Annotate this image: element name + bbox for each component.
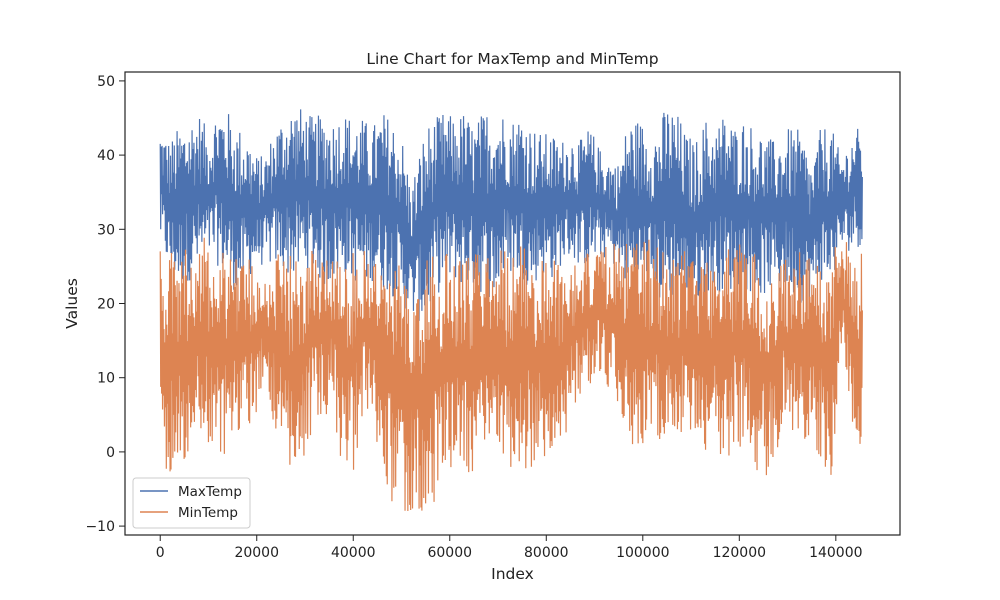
series-line-maxtemp bbox=[159, 109, 863, 321]
legend: MaxTemp MinTemp bbox=[132, 477, 251, 529]
series-line-mintemp bbox=[159, 237, 863, 512]
plot-area bbox=[124, 71, 901, 536]
x-tick-label: 120000 bbox=[713, 545, 766, 561]
x-axis-ticks: 0 20000 40000 60000 80000 100000 120000 140000 bbox=[156, 535, 863, 561]
x-tick-label: 100000 bbox=[616, 545, 669, 561]
y-tick-label: 30 bbox=[97, 222, 115, 238]
legend-label-maxtemp: MaxTemp bbox=[178, 484, 242, 500]
y-tick-label: 50 bbox=[97, 74, 115, 90]
x-tick-label: 80000 bbox=[524, 545, 569, 561]
x-axis-label: Index bbox=[491, 565, 534, 583]
y-tick-label: −10 bbox=[85, 519, 115, 535]
x-tick-label: 40000 bbox=[331, 545, 376, 561]
series-layer bbox=[159, 109, 863, 512]
y-tick-label: 20 bbox=[97, 297, 115, 313]
y-axis-ticks: −10 0 10 20 30 40 50 bbox=[85, 74, 125, 535]
x-tick-label: 20000 bbox=[234, 545, 279, 561]
x-tick-label: 0 bbox=[156, 545, 165, 561]
y-tick-label: 0 bbox=[106, 445, 115, 461]
y-tick-label: 40 bbox=[97, 148, 115, 164]
legend-label-mintemp: MinTemp bbox=[178, 505, 238, 521]
x-tick-label: 60000 bbox=[427, 545, 472, 561]
chart-title: Line Chart for MaxTemp and MinTemp bbox=[366, 50, 658, 68]
x-tick-label: 140000 bbox=[809, 545, 862, 561]
y-tick-label: 10 bbox=[97, 371, 115, 387]
y-axis-label: Values bbox=[63, 278, 81, 329]
